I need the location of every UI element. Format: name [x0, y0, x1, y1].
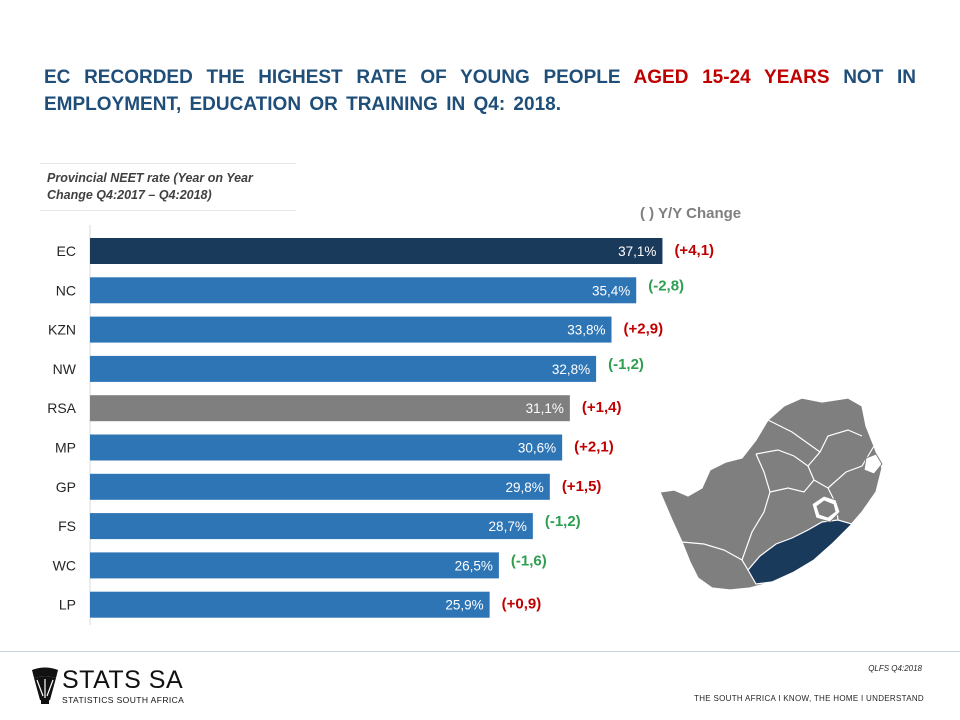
map-eswatini — [863, 453, 883, 475]
yoy-change-label: (+0,9) — [502, 596, 542, 613]
neet-bar-chart: EC 37,1% (+4,1) NC 35,4% (-2,8) KZN 33,8% (+2,9)… — [47, 225, 714, 625]
map-province-eastern-cape — [747, 519, 854, 585]
footer-divider — [0, 651, 960, 652]
yoy-change-label: (-1,2) — [545, 513, 581, 530]
category-label: FS — [58, 518, 76, 534]
bar — [90, 355, 597, 382]
category-label: WC — [53, 557, 76, 573]
bar — [90, 277, 637, 304]
bar — [90, 238, 663, 264]
category-label: NC — [56, 282, 76, 298]
yoy-change-label: (-1,2) — [608, 356, 644, 373]
map-border-kzn — [827, 445, 875, 489]
logo-text: STATS SA — [62, 666, 184, 694]
map-lesotho-inner — [815, 499, 837, 519]
stats-sa-logo: STATS SA STATISTICS SOUTH AFRICA — [30, 664, 220, 708]
basket-logo-icon — [32, 667, 58, 704]
bar-value-label: 37,1% — [618, 244, 656, 259]
bar — [90, 395, 570, 422]
bar — [90, 591, 490, 618]
yoy-change-label: (-1,6) — [511, 552, 547, 569]
yoy-change-label: (+2,9) — [624, 321, 664, 338]
logo-subtitle: STATISTICS SOUTH AFRICA — [62, 695, 185, 705]
title-part2: NOT IN EMPLOYMENT, EDUCATION OR TRAINING… — [44, 67, 917, 115]
source-note: QLFS Q4:2018 — [868, 664, 922, 673]
map-border-nw — [755, 449, 815, 481]
footer-tagline: THE SOUTH AFRICA I KNOW, THE HOME I UNDE… — [694, 694, 924, 703]
category-label: GP — [56, 479, 76, 495]
bar-value-label: 26,5% — [455, 558, 493, 573]
bar-value-label: 29,8% — [506, 480, 544, 495]
bar-value-label: 31,1% — [526, 401, 564, 416]
yoy-change-label: (+1,5) — [562, 478, 602, 495]
map-border-nc-wc — [681, 541, 749, 571]
bar — [90, 473, 550, 500]
map-border-nc-fs — [741, 453, 771, 561]
category-label: MP — [55, 440, 76, 456]
yoy-change-label: (+2,1) — [574, 439, 614, 456]
bar — [90, 552, 499, 579]
bar — [90, 316, 612, 343]
yoy-change-label: (+1,4) — [582, 399, 622, 416]
category-label: EC — [57, 243, 76, 259]
map-border-gp-mp — [807, 429, 863, 467]
page-title: EC RECORDED THE HIGHEST RATE OF YOUNG PE… — [44, 64, 916, 118]
yoy-change-label: (-2,8) — [648, 277, 684, 294]
south-africa-map — [659, 397, 883, 591]
map-border-lp — [767, 419, 821, 453]
bar — [90, 513, 533, 540]
bar-value-label: 32,8% — [552, 362, 590, 377]
bar-value-label: 28,7% — [489, 519, 527, 534]
title-part1: EC RECORDED THE HIGHEST RATE OF YOUNG PE… — [44, 67, 634, 88]
bar-value-label: 33,8% — [567, 323, 605, 338]
bar — [90, 434, 563, 461]
chart-subtitle-box: Provincial NEET rate (Year on Year Chang… — [40, 163, 296, 211]
category-label: NW — [53, 361, 77, 377]
category-label: KZN — [48, 322, 76, 338]
chart-subtitle: Provincial NEET rate (Year on Year Chang… — [47, 171, 253, 202]
bar-value-label: 30,6% — [518, 441, 556, 456]
category-label: RSA — [47, 400, 76, 416]
bar-value-label: 35,4% — [592, 283, 630, 298]
bar-value-label: 25,9% — [445, 598, 483, 613]
yoy-change-legend: ( ) Y/Y Change — [640, 205, 742, 222]
yoy-change-label: (+4,1) — [674, 242, 714, 259]
category-label: LP — [59, 597, 76, 613]
title-highlight: AGED 15-24 YEARS — [633, 67, 830, 88]
